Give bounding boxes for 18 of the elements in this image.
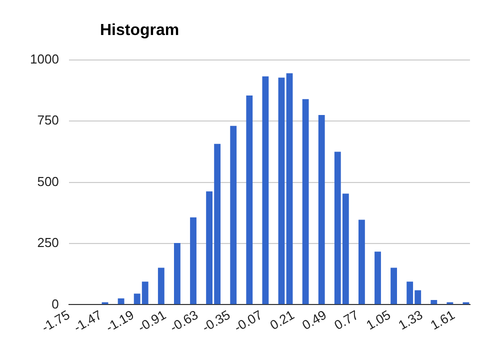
x-tick-label: 1.33	[396, 307, 426, 333]
x-tick-label: -0.35	[199, 307, 233, 335]
x-tick-label: 1.61	[428, 307, 458, 333]
x-tick-label: 0.49	[299, 307, 329, 333]
x-tick-label: 1.05	[364, 307, 394, 333]
y-tick-label: 1000	[30, 52, 59, 67]
x-tick-label: -0.91	[135, 307, 168, 335]
y-tick-label: 750	[37, 112, 59, 128]
y-tick-label: 500	[37, 174, 59, 189]
x-tick-label: -0.63	[167, 307, 201, 335]
y-tick-label: 0	[52, 296, 59, 312]
chart-title: Histogram	[100, 22, 180, 40]
x-tick-label: -1.19	[103, 307, 136, 335]
x-tick-label: -0.07	[232, 307, 265, 335]
x-tick-label: -1.47	[71, 307, 104, 335]
y-tick-label: 250	[37, 235, 59, 250]
x-tick-label: 0.21	[267, 307, 297, 333]
x-tick-label: 0.77	[332, 307, 361, 333]
